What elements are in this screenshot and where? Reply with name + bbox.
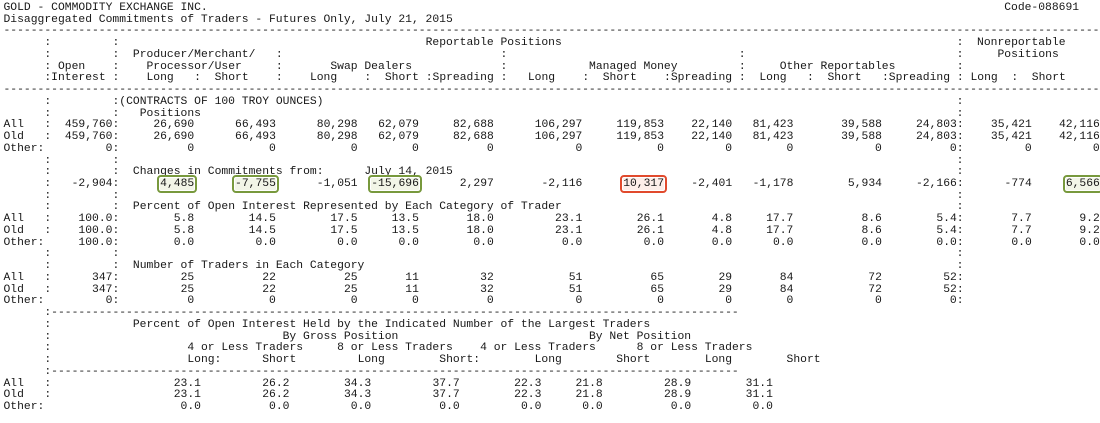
report-line-section-title-changes: : : Changes in Commitments from: July 14… (44, 166, 964, 179)
report-line-traders-row-old: Old : 347: 25 22 25 11 32 51 65 29 84 72… (3, 283, 964, 296)
green-highlight-box: 4,485 (156, 174, 198, 194)
report-line-header-row-1: : : Reportable Positions : Nonreportable (44, 37, 1066, 50)
report-line-spacer-colon-row: : : : (44, 189, 964, 202)
green-highlight-box: -15,696 (367, 174, 423, 194)
report-line-contracts-unit-line: : :(CONTRACTS OF 100 TROY OUNCES) : (44, 95, 964, 108)
report-line-positions-row-old: Old : 459,760: 26,690 66,493 80,298 62,0… (3, 131, 1100, 144)
report-line-largest-traders-rule: :---------------------------------------… (44, 365, 739, 378)
report-line-changes-row: : -2,904: 4,485 -7,755 -1,051 -15,696 2,… (44, 174, 1100, 194)
report-line-header-row-3: : Open : Processor/User : Swap Dealers :… (44, 60, 964, 73)
report-line-largest-traders-colhead-row: : Long: Short Long Short: Long Short Lon… (44, 354, 821, 367)
report-line-header-row-2: : : Producer/Merchant/ : : : : Positions (44, 48, 1059, 61)
green-highlight-box: 6,566 (1062, 174, 1100, 194)
report-line-section-title-percent: : : Percent of Open Interest Represented… (44, 201, 964, 214)
report-line-percent-row-all: All : 100.0: 5.8 14.5 17.5 13.5 18.0 23.… (3, 213, 1100, 226)
report-line-section-title-positions: : : Positions : (44, 107, 964, 120)
green-highlight-box: -7,755 (231, 174, 280, 194)
report-line-section-title-traders: : : Number of Traders in Each Category : (44, 260, 964, 273)
report-line-percent-row-old: Old : 100.0: 5.8 14.5 17.5 13.5 18.0 23.… (3, 224, 1100, 237)
report-line-largest-row-other: Other: 0.0 0.0 0.0 0.0 0.0 0.0 0.0 0.0 (3, 400, 773, 413)
cot-report: GOLD - COMMODITY EXCHANGE INC. Code-0886… (3, 2, 1100, 414)
report-line-largest-row-old: Old : 23.1 26.2 34.3 37.7 22.3 21.8 28.9… (3, 389, 773, 402)
report-line-rule: ----------------------------------------… (3, 25, 1100, 38)
report-line-positions-row-all: All : 459,760: 26,690 66,493 80,298 62,0… (3, 119, 1100, 132)
report-line-largest-traders-subgroup-row: : 4 or Less Traders 8 or Less Traders 4 … (44, 342, 753, 355)
report-line-header-row-4: :Interest : Long : Short : Long : Short … (44, 72, 1066, 85)
report-line-spacer-colon-row: : : : (44, 248, 964, 261)
red-highlight-box: 10,317 (619, 174, 668, 194)
report-line-rule: ----------------------------------------… (3, 84, 1100, 97)
report-line-spacer-colon-row: : : : (44, 154, 964, 167)
report-line-largest-traders-group-row: : By Gross Position By Net Position (44, 330, 692, 343)
report-line-traders-row-other: Other: 0: 0 0 0 0 0 0 0 0 0 0 0: (3, 295, 964, 308)
report-line-largest-traders-title: : Percent of Open Interest Held by the I… (44, 318, 651, 331)
report-line-largest-traders-rule: :---------------------------------------… (44, 307, 739, 320)
report-line-percent-row-other: Other: 100.0: 0.0 0.0 0.0 0.0 0.0 0.0 0.… (3, 236, 1100, 249)
report-line-title-line: GOLD - COMMODITY EXCHANGE INC. Code-0886… (3, 2, 1080, 14)
report-line-traders-row-all: All : 347: 25 22 25 11 32 51 65 29 84 72… (3, 271, 964, 284)
report-line-subtitle-line: Disaggregated Commitments of Traders - F… (3, 13, 453, 26)
report-line-largest-row-all: All : 23.1 26.2 34.3 37.7 22.3 21.8 28.9… (3, 377, 773, 390)
report-line-positions-row-other: Other: 0: 0 0 0 0 0 0 0 0 0 0 0: 0 0 (3, 142, 1100, 155)
